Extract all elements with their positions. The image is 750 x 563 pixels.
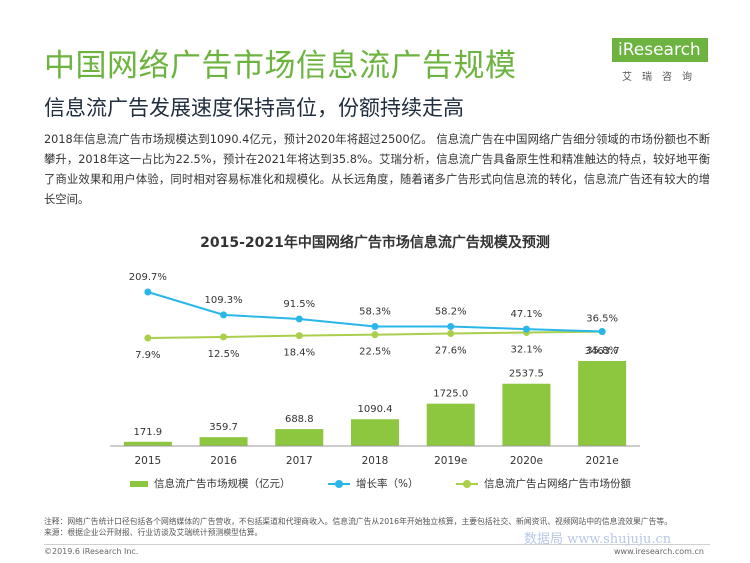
bar-label-2021e: 3463.7: [585, 346, 620, 357]
legend-swatch-line-blue: [328, 479, 350, 489]
growth-point-2018: [371, 323, 379, 331]
growth-point-2015: [144, 288, 152, 296]
x-tick-label-2019e: 2019e: [434, 455, 467, 467]
copyright: ©2019.6 iResearch Inc.: [44, 547, 139, 556]
bar-2017: [275, 429, 324, 446]
x-tick-label-2021e: 2021e: [586, 455, 619, 467]
legend-item-growth-rate: 增长率（%）: [328, 476, 418, 491]
iresearch-logo: iResearch 艾瑞咨询: [612, 38, 716, 90]
footnote: 注释：网络广告统计口径包括各个网络媒体的广告营收，不包括渠道和代理商收入。信息流…: [44, 516, 724, 538]
legend-item-market-size: 信息流广告市场规模（亿元）: [130, 476, 291, 491]
share-point-2017: [295, 332, 303, 340]
bar-label-2017: 688.8: [285, 414, 314, 425]
growth-point-2021e: [598, 327, 606, 335]
growth-label-2020e: 47.1%: [511, 309, 543, 320]
website-link[interactable]: www.iresearch.com.cn: [614, 547, 704, 556]
bar-2015: [123, 441, 172, 446]
legend-item-share: 信息流广告占网络广告市场份额: [456, 476, 631, 491]
share-point-2016: [220, 333, 228, 341]
share-label-2017: 18.4%: [283, 348, 315, 359]
growth-label-2019e: 58.2%: [435, 307, 467, 318]
bar-2021e: [578, 361, 627, 446]
bar-label-2019e: 1725.0: [433, 389, 468, 400]
share-label-2020e: 32.1%: [511, 344, 543, 355]
growth-point-2016: [220, 311, 228, 319]
share-label-2019e: 27.6%: [435, 346, 467, 357]
bars-layer: [123, 361, 627, 446]
combo-chart: 171.9 359.7 688.8 1090.4 1725.0 2537.5 3463.7 7…: [110, 272, 640, 467]
growth-label-2018: 58.3%: [359, 307, 391, 318]
share-point-2018: [371, 331, 379, 339]
growth-point-2020e: [522, 325, 530, 333]
x-axis: 2015 2016 2017 2018 2019e 2020e 2021e: [110, 445, 640, 467]
legend-label: 信息流广告市场规模（亿元）: [154, 478, 291, 490]
page-title: 中国网络广告市场信息流广告规模: [44, 48, 517, 84]
x-tick-label-2015: 2015: [134, 455, 161, 467]
bar-2019e: [426, 403, 475, 446]
growth-point-2017: [295, 315, 303, 323]
logo-subtitle: 艾瑞咨询: [622, 72, 702, 83]
bar-label-2018: 1090.4: [358, 404, 393, 415]
legend-swatch-bar: [130, 480, 148, 487]
bar-2018: [351, 419, 399, 446]
lines-layer: [144, 288, 606, 342]
bar-label-2016: 359.7: [209, 422, 238, 433]
watermark: 数据局 www.shujuju.cn: [524, 532, 672, 547]
x-tick-label-2017: 2017: [286, 455, 313, 467]
x-tick-label-2018: 2018: [362, 455, 389, 467]
labels-layer: 171.9 359.7 688.8 1090.4 1725.0 2537.5 3463.7 7…: [129, 272, 620, 438]
share-point-2015: [144, 334, 152, 342]
footnote-source: 来源：根据企业公开财报、行业访谈及艾瑞统计预测模型估算。: [44, 528, 263, 537]
bar-label-2020e: 2537.5: [509, 369, 544, 380]
share-label-2016: 12.5%: [208, 349, 240, 360]
growth-label-2016: 109.3%: [205, 295, 243, 306]
share-point-2019e: [447, 330, 455, 338]
legend-swatch-line-green: [456, 479, 478, 489]
footer-divider: [44, 544, 710, 545]
x-tick-label-2016: 2016: [210, 455, 237, 467]
chart-title: 2015-2021年中国网络广告市场信息流广告规模及预测: [200, 235, 550, 251]
bar-label-2015: 171.9: [134, 427, 163, 438]
legend-label: 信息流广告占网络广告市场份额: [484, 478, 631, 490]
logo-wordmark: iResearch: [612, 38, 708, 62]
footnote-note: 注释：网络广告统计口径包括各个网络媒体的广告营收，不包括渠道和代理商收入。信息流…: [44, 517, 672, 526]
x-tick-label-2020e: 2020e: [510, 455, 543, 467]
summary-paragraph: 2018年信息流广告市场规模达到1090.4亿元，预计2020年将超过2500亿…: [44, 133, 710, 206]
growth-label-2017: 91.5%: [283, 299, 315, 310]
bar-2020e: [502, 383, 551, 446]
page-number: 4: [731, 540, 740, 556]
page-subtitle: 信息流广告发展速度保持高位，份额持续走高: [44, 96, 464, 120]
bar-2016: [199, 437, 248, 446]
share-label-2018: 22.5%: [359, 347, 391, 358]
legend-label: 增长率（%）: [356, 478, 419, 490]
growth-label-2021e: 36.5%: [586, 313, 618, 324]
growth-point-2019e: [447, 323, 455, 331]
share-label-2015: 7.9%: [135, 350, 160, 361]
growth-label-2015: 209.7%: [129, 272, 167, 283]
share-label-2021e: 35.8%: [586, 346, 618, 357]
